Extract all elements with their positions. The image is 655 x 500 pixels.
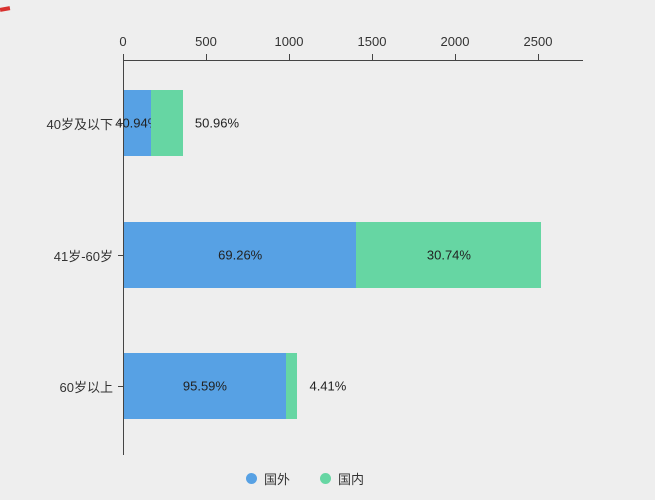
category-label: 41岁-60岁 bbox=[53, 248, 113, 264]
x-axis-tick bbox=[206, 54, 207, 60]
bar-row: 95.59% 4.41% bbox=[124, 353, 346, 419]
bar-value-label: 40.94% bbox=[115, 115, 160, 131]
bar-row: 40.94% 50.96% bbox=[115, 90, 239, 156]
x-axis-tick bbox=[538, 54, 539, 60]
x-axis-tick-label: 2000 bbox=[440, 34, 470, 49]
legend-label: 国外 bbox=[263, 471, 290, 487]
x-axis-tick bbox=[123, 54, 124, 60]
bar-row: 69.26% 30.74% bbox=[124, 222, 542, 288]
legend-dot-icon bbox=[320, 472, 331, 484]
bar-value-label: 30.74% bbox=[426, 247, 471, 263]
bar-segment-domestic[interactable] bbox=[150, 90, 183, 156]
x-axis-tick bbox=[372, 54, 373, 60]
bar-segment-foreign[interactable]: 69.26% bbox=[124, 222, 357, 288]
bar-segment-foreign[interactable]: 95.59% bbox=[124, 353, 286, 419]
bar-value-label: 95.59% bbox=[182, 378, 227, 394]
red-scribble-artifact bbox=[0, 6, 11, 12]
bar-value-label: 50.96% bbox=[194, 115, 240, 131]
bar-value-label: 4.41% bbox=[309, 378, 347, 394]
legend-label: 国内 bbox=[338, 471, 365, 487]
y-axis-tick bbox=[118, 123, 123, 124]
legend-dot-icon bbox=[245, 472, 257, 484]
legend-item-domestic[interactable]: 国内 bbox=[320, 469, 364, 488]
y-axis-tick bbox=[118, 255, 123, 256]
y-axis-line bbox=[123, 60, 124, 455]
x-axis-tick-label: 2500 bbox=[523, 34, 553, 49]
bar-segment-foreign[interactable]: 40.94% bbox=[115, 90, 159, 156]
bar-segment-domestic[interactable] bbox=[285, 353, 298, 419]
x-axis-tick bbox=[455, 54, 456, 60]
chart-legend: 国外 国内 bbox=[0, 467, 610, 489]
y-axis-tick bbox=[118, 386, 123, 387]
x-axis-tick-label: 1000 bbox=[274, 34, 304, 49]
legend-item-foreign[interactable]: 国外 bbox=[245, 469, 290, 488]
bar-segment-domestic[interactable]: 30.74% bbox=[356, 222, 542, 288]
bar-value-label: 69.26% bbox=[218, 247, 263, 263]
x-axis-tick bbox=[289, 54, 290, 60]
category-label: 60岁以上 bbox=[59, 379, 113, 395]
category-label: 40岁及以下 bbox=[46, 116, 113, 132]
x-axis-tick-label: 1500 bbox=[357, 34, 387, 49]
x-axis-line bbox=[123, 60, 583, 61]
x-axis-tick-label: 500 bbox=[195, 34, 217, 49]
x-axis-tick-label: 0 bbox=[119, 34, 127, 49]
